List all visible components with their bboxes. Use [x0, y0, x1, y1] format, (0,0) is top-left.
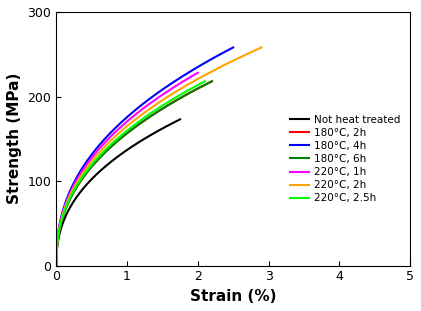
220°C, 1h	[195, 71, 200, 75]
X-axis label: Strain (%): Strain (%)	[190, 289, 277, 304]
220°C, 1h	[165, 90, 170, 93]
180°C, 2h	[122, 133, 127, 137]
Not heat treated	[168, 122, 173, 126]
Not heat treated	[104, 164, 109, 167]
180°C, 4h	[231, 46, 236, 49]
220°C, 2.5h	[192, 85, 197, 89]
180°C, 2h	[54, 264, 59, 267]
180°C, 4h	[218, 53, 223, 56]
180°C, 4h	[54, 264, 59, 267]
180°C, 4h	[193, 67, 198, 70]
220°C, 2h	[136, 115, 141, 118]
220°C, 2.5h	[179, 92, 184, 96]
180°C, 6h	[117, 138, 122, 142]
180°C, 2h	[185, 92, 190, 96]
180°C, 6h	[185, 92, 190, 96]
Line: 180°C, 4h: 180°C, 4h	[56, 48, 233, 266]
180°C, 6h	[209, 79, 214, 83]
180°C, 2h	[176, 97, 181, 101]
180°C, 6h	[176, 97, 181, 101]
220°C, 2.5h	[155, 107, 160, 110]
Y-axis label: Strength (MPa): Strength (MPa)	[7, 73, 22, 204]
220°C, 1h	[111, 132, 116, 136]
Line: 220°C, 2h: 220°C, 2h	[56, 48, 261, 266]
180°C, 6h	[54, 264, 59, 267]
220°C, 2h	[194, 78, 199, 81]
220°C, 1h	[185, 77, 190, 81]
Line: 180°C, 6h: 180°C, 6h	[56, 81, 212, 266]
180°C, 4h	[131, 110, 136, 114]
180°C, 6h	[122, 133, 127, 137]
180°C, 6h	[160, 107, 165, 110]
Line: 180°C, 2h: 180°C, 2h	[56, 81, 212, 266]
180°C, 4h	[203, 61, 208, 64]
220°C, 1h	[54, 264, 59, 267]
220°C, 1h	[173, 84, 178, 88]
220°C, 2h	[244, 53, 249, 56]
180°C, 2h	[198, 85, 203, 89]
Not heat treated	[54, 264, 59, 267]
220°C, 1h	[150, 100, 155, 103]
180°C, 2h	[209, 79, 214, 83]
Not heat treated	[151, 132, 156, 135]
Line: 220°C, 2.5h: 220°C, 2.5h	[56, 81, 205, 266]
220°C, 2.5h	[119, 133, 124, 137]
220°C, 1h	[116, 128, 121, 131]
Legend: Not heat treated, 180°C, 2h, 180°C, 4h, 180°C, 6h, 220°C, 1h, 220°C, 2h, 220°C, : Not heat treated, 180°C, 2h, 180°C, 4h, …	[286, 110, 405, 208]
180°C, 2h	[117, 138, 122, 142]
220°C, 2.5h	[114, 138, 119, 142]
220°C, 2.5h	[54, 264, 59, 267]
220°C, 2.5h	[203, 79, 208, 83]
Line: Not heat treated: Not heat treated	[56, 119, 180, 266]
220°C, 2.5h	[171, 97, 176, 101]
220°C, 2h	[143, 110, 148, 114]
180°C, 6h	[198, 85, 203, 89]
Not heat treated	[178, 118, 183, 121]
220°C, 2h	[227, 61, 232, 64]
Not heat treated	[139, 139, 144, 143]
Not heat treated	[108, 160, 113, 164]
220°C, 2h	[54, 264, 59, 267]
180°C, 4h	[175, 78, 180, 81]
180°C, 2h	[160, 107, 165, 110]
220°C, 2h	[259, 46, 264, 49]
220°C, 2h	[215, 67, 220, 70]
Line: 220°C, 1h: 220°C, 1h	[56, 73, 198, 266]
180°C, 4h	[125, 115, 130, 118]
Not heat treated	[158, 128, 163, 131]
